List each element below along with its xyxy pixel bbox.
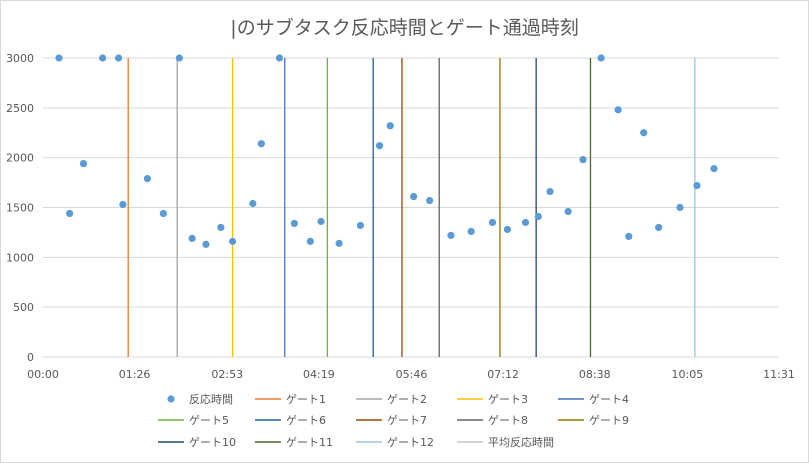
legend-label: ゲート5 bbox=[189, 414, 229, 427]
data-point bbox=[306, 237, 314, 245]
legend-label: ゲート8 bbox=[488, 414, 528, 427]
y-tick-label: 2000 bbox=[6, 152, 34, 165]
data-point bbox=[579, 156, 587, 164]
data-point bbox=[521, 218, 530, 227]
legend-label: ゲート7 bbox=[387, 414, 427, 427]
data-point bbox=[317, 217, 325, 226]
x-tick-label: 02:53 bbox=[211, 368, 243, 381]
legend-marker bbox=[167, 395, 175, 403]
data-point bbox=[564, 207, 572, 216]
legend-label: ゲート9 bbox=[589, 414, 629, 427]
x-tick-label: 01:26 bbox=[119, 368, 151, 381]
x-tick-label: 05:46 bbox=[396, 368, 428, 381]
data-point bbox=[375, 142, 384, 150]
legend-label: ゲート12 bbox=[387, 436, 434, 449]
y-tick-label: 1500 bbox=[6, 202, 34, 215]
chart-title: |のサブタスク反応時間とゲート通過時刻 bbox=[230, 17, 579, 39]
data-point bbox=[119, 200, 127, 209]
data-point bbox=[410, 192, 418, 201]
data-point bbox=[467, 227, 475, 236]
data-point bbox=[386, 122, 394, 130]
data-point bbox=[676, 203, 684, 212]
legend-label: 平均反応時間 bbox=[488, 435, 554, 449]
data-point bbox=[488, 218, 497, 227]
x-tick-label: 07:12 bbox=[487, 368, 519, 381]
x-tick-label: 10:05 bbox=[672, 368, 704, 381]
x-tick-label: 00:00 bbox=[27, 368, 59, 381]
legend-label: ゲート1 bbox=[286, 393, 326, 406]
y-tick-label: 0 bbox=[27, 351, 34, 364]
x-tick-label: 04:19 bbox=[303, 368, 335, 381]
data-point bbox=[99, 54, 107, 62]
data-point bbox=[66, 209, 74, 218]
x-tick-label: 08:38 bbox=[579, 368, 611, 381]
legend-label: ゲート2 bbox=[387, 393, 427, 406]
data-point bbox=[217, 223, 225, 232]
data-point bbox=[447, 231, 455, 240]
data-point bbox=[655, 223, 663, 232]
data-point bbox=[426, 196, 434, 205]
data-point bbox=[625, 232, 633, 241]
data-point bbox=[275, 54, 284, 62]
data-point bbox=[228, 237, 237, 245]
legend-label: ゲート4 bbox=[589, 393, 629, 406]
data-point bbox=[159, 209, 167, 218]
data-point bbox=[202, 240, 210, 248]
data-point bbox=[188, 234, 196, 242]
legend-label: ゲート10 bbox=[189, 436, 236, 449]
data-point bbox=[335, 239, 343, 247]
legend-label: ゲート6 bbox=[286, 414, 326, 427]
x-tick-label: 11:31 bbox=[763, 368, 795, 381]
data-point bbox=[614, 106, 622, 114]
y-tick-label: 2500 bbox=[6, 102, 34, 115]
legend-label: ゲート3 bbox=[488, 393, 528, 406]
data-point bbox=[290, 219, 298, 228]
y-tick-label: 1000 bbox=[6, 251, 34, 264]
data-point bbox=[115, 54, 123, 62]
data-point bbox=[143, 174, 151, 183]
data-point bbox=[249, 199, 257, 208]
y-tick-label: 3000 bbox=[6, 52, 34, 65]
data-point bbox=[503, 225, 511, 234]
data-point bbox=[597, 54, 605, 62]
data-point bbox=[175, 54, 183, 62]
data-point bbox=[534, 212, 542, 221]
data-point bbox=[79, 160, 88, 168]
data-point bbox=[640, 129, 648, 137]
data-point bbox=[257, 140, 265, 148]
data-point bbox=[693, 181, 701, 190]
legend-label: ゲート11 bbox=[286, 436, 333, 449]
y-tick-label: 500 bbox=[13, 301, 34, 314]
data-point bbox=[55, 54, 63, 62]
legend-label: 反応時間 bbox=[189, 392, 233, 406]
data-point bbox=[546, 187, 554, 196]
data-point bbox=[356, 221, 365, 230]
data-point bbox=[710, 165, 718, 173]
